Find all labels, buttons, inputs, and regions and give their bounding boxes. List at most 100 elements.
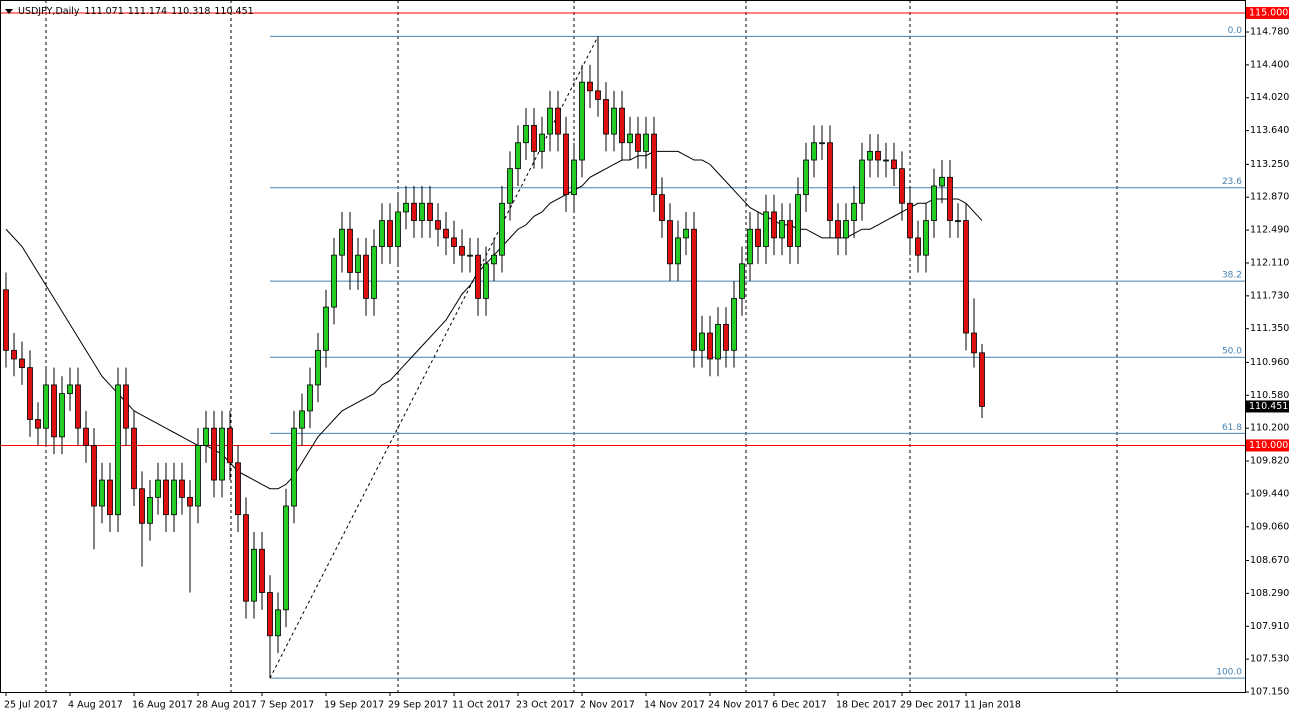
candle-body xyxy=(867,150,873,161)
candle-body xyxy=(435,220,441,230)
x-tick-label: 11 Jan 2018 xyxy=(964,700,1021,711)
x-tick-label: 14 Nov 2017 xyxy=(644,700,705,711)
candle-body xyxy=(363,254,369,299)
candle-body xyxy=(787,220,793,247)
candle-body xyxy=(323,306,329,351)
candle-body xyxy=(819,142,825,145)
candle-body xyxy=(723,323,729,351)
y-tick-label: 112.110 xyxy=(1250,257,1289,268)
candle-body xyxy=(355,254,361,273)
x-tick-label: 23 Oct 2017 xyxy=(516,700,575,711)
candle-body xyxy=(627,133,633,144)
candle-body xyxy=(107,479,113,516)
candle-body xyxy=(731,298,737,351)
fib-label: 0.0 xyxy=(1228,26,1243,36)
candle-body xyxy=(339,228,345,256)
candle-body xyxy=(163,479,169,516)
x-tick-label: 29 Sep 2017 xyxy=(388,700,448,711)
y-tick-label: 111.350 xyxy=(1250,323,1289,334)
header-low: 110.318 xyxy=(171,6,210,17)
fib-label: 61.8 xyxy=(1222,423,1242,433)
candle-body xyxy=(771,211,777,239)
chart-header: USDJPY,Daily 111.071 111.174 110.318 110.451 xyxy=(18,6,254,17)
candle-body xyxy=(227,427,233,464)
price-label: 110.000 xyxy=(1249,440,1288,451)
menu-arrow[interactable] xyxy=(5,9,13,14)
x-tick-label: 2 Nov 2017 xyxy=(580,700,635,711)
candle-body xyxy=(571,159,577,196)
candle-body xyxy=(907,202,913,239)
candle-body xyxy=(155,479,161,498)
candle-body xyxy=(259,548,265,593)
candle-body xyxy=(27,367,33,420)
candle-body xyxy=(763,211,769,247)
candle-body xyxy=(91,445,97,507)
candle-body xyxy=(83,427,89,446)
candle-body xyxy=(891,159,897,170)
candle-body xyxy=(499,202,505,256)
candle-body xyxy=(667,220,673,265)
candle-body xyxy=(403,202,409,213)
candle-body xyxy=(875,150,881,161)
x-tick-label: 25 Jul 2017 xyxy=(4,700,58,711)
candle-body xyxy=(123,384,129,429)
x-tick-label: 4 Aug 2017 xyxy=(68,700,123,711)
candle-body xyxy=(603,99,609,135)
candle-body xyxy=(683,228,689,239)
candle-body xyxy=(195,445,201,507)
candle-body xyxy=(75,384,81,429)
candle-body xyxy=(19,358,25,369)
candle-body xyxy=(275,609,281,637)
candle-body xyxy=(187,496,193,507)
candle-body xyxy=(611,107,617,135)
x-tick-label: 18 Dec 2017 xyxy=(836,700,897,711)
y-tick-label: 113.640 xyxy=(1250,125,1289,136)
price-label-box xyxy=(1246,439,1289,452)
y-tick-label: 110.960 xyxy=(1250,357,1289,368)
candle-body xyxy=(795,194,801,247)
candle-body xyxy=(35,419,41,429)
candle-body xyxy=(563,133,569,196)
candle-body xyxy=(651,133,657,196)
candle-body xyxy=(67,384,73,394)
candle-body xyxy=(59,393,65,438)
candle-body xyxy=(483,263,489,299)
candle-body xyxy=(179,479,185,498)
candle-body xyxy=(859,159,865,204)
current-price-label: 110.451 xyxy=(1249,401,1288,412)
fib-label: 50.0 xyxy=(1222,347,1242,357)
candle-body xyxy=(811,142,817,161)
candle-body xyxy=(315,349,321,386)
candle-body xyxy=(931,185,937,221)
candle-body xyxy=(307,384,313,412)
candle-body xyxy=(587,81,593,92)
candle-body xyxy=(979,352,985,407)
candle-body xyxy=(595,90,601,100)
y-tick-label: 114.780 xyxy=(1250,27,1289,38)
candle-body xyxy=(443,228,449,239)
fib-label: 100.0 xyxy=(1216,668,1242,678)
candle-body xyxy=(923,220,929,256)
y-tick-label: 109.820 xyxy=(1250,456,1289,467)
chart-title: USDJPY,Daily xyxy=(18,6,80,17)
candle-body xyxy=(803,159,809,196)
candle-body xyxy=(459,246,465,256)
candle-body xyxy=(659,194,665,221)
y-tick-label: 111.730 xyxy=(1250,290,1289,301)
x-tick-label: 7 Sep 2017 xyxy=(260,700,314,711)
y-tick-label: 114.400 xyxy=(1250,59,1289,70)
x-tick-label: 24 Nov 2017 xyxy=(708,700,769,711)
candle-body xyxy=(299,410,305,429)
candle-body xyxy=(699,332,705,351)
candle-body xyxy=(371,246,377,299)
y-tick-label: 107.910 xyxy=(1250,621,1289,632)
candle-body xyxy=(115,384,121,516)
candle-body xyxy=(395,211,401,247)
header-high: 111.174 xyxy=(128,6,167,17)
candle-body xyxy=(51,384,57,438)
x-tick-label: 19 Sep 2017 xyxy=(324,700,384,711)
plot-layer: 0.0 23.6 38.2 50.0 61.8 100.0 xyxy=(0,0,1249,693)
candle-body xyxy=(835,220,841,239)
y-tick-label: 110.200 xyxy=(1250,423,1289,434)
candle-body xyxy=(451,237,457,247)
